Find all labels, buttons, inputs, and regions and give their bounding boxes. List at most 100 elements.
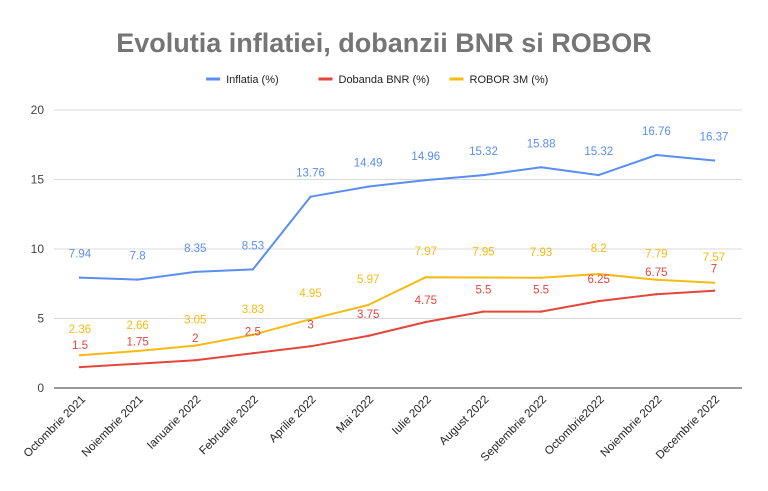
- data-label: 7.8: [130, 251, 146, 263]
- y-tick-label: 10: [31, 242, 45, 256]
- data-label: 7.79: [645, 249, 667, 261]
- data-label: 2.66: [126, 320, 148, 332]
- data-label: 6.75: [645, 267, 667, 279]
- y-tick-label: 15: [31, 173, 45, 187]
- data-label: 3.05: [184, 315, 206, 327]
- data-point: [136, 349, 139, 353]
- data-label: 16.37: [700, 131, 729, 143]
- data-point: [194, 344, 197, 347]
- x-tick-label: Februarie 2022: [197, 394, 261, 458]
- data-point: [482, 276, 485, 279]
- data-label: 15.32: [469, 146, 498, 158]
- data-label: 7: [711, 264, 717, 276]
- data-label: 3.83: [242, 304, 264, 316]
- x-tick-label: Aprilie 2022: [267, 394, 318, 445]
- data-label: 14.49: [354, 158, 383, 170]
- legend-label: Dobanda BNR (%): [339, 74, 430, 86]
- data-point: [597, 299, 600, 303]
- data-point: [712, 281, 716, 284]
- chart-title: Evolutia inflatiei, dobanzii BNR si ROBO…: [116, 28, 652, 58]
- data-point: [251, 352, 255, 355]
- data-point: [597, 272, 600, 276]
- data-point: [366, 334, 370, 338]
- series-line: [79, 289, 715, 369]
- data-point: [482, 310, 485, 313]
- data-label: 2: [192, 333, 198, 345]
- data-label: 7.97: [415, 246, 437, 258]
- legend: Inflatia (%) Dobanda BNR (%) ROBOR 3M (%): [206, 74, 548, 86]
- data-label: 1.5: [72, 340, 88, 352]
- x-tick-label: Iulie 2022: [390, 394, 434, 438]
- data-point: [539, 276, 543, 279]
- data-label: 8.35: [184, 243, 206, 255]
- data-label: 1.75: [126, 337, 148, 349]
- data-point: [78, 365, 82, 369]
- data-point: [655, 278, 658, 281]
- data-label: 16.76: [642, 126, 671, 138]
- data-point: [712, 159, 716, 162]
- x-tick-label: Mai 2022: [334, 394, 376, 436]
- data-point: [424, 320, 428, 324]
- data-label: 7.95: [472, 246, 494, 258]
- data-label: 3.75: [357, 309, 379, 321]
- data-point: [309, 317, 312, 321]
- x-tick-label: Octombrie2022: [543, 394, 607, 458]
- data-label: 8.53: [242, 240, 264, 252]
- data-label: 7.93: [530, 247, 552, 259]
- series-lines: [78, 153, 716, 369]
- data-label: 6.25: [588, 274, 610, 286]
- data-label: 8.2: [591, 243, 607, 255]
- x-tick-label: Octombrie 2021: [22, 394, 88, 460]
- data-point: [482, 173, 485, 177]
- data-point: [539, 310, 543, 313]
- data-point: [136, 278, 139, 281]
- y-axis: 0 5 10 15 20: [31, 103, 45, 395]
- data-point: [539, 166, 543, 169]
- data-point: [597, 173, 600, 177]
- data-point: [309, 345, 312, 348]
- data-point: [655, 153, 658, 157]
- y-tick-label: 0: [37, 381, 44, 395]
- y-tick-label: 20: [31, 103, 45, 117]
- data-point: [78, 276, 82, 279]
- series-line: [79, 273, 715, 357]
- data-label: 5.5: [533, 285, 549, 297]
- data-label: 13.76: [296, 168, 325, 180]
- data-label: 15.32: [584, 146, 613, 158]
- data-point: [655, 292, 658, 296]
- data-point: [194, 270, 197, 274]
- series-line: [79, 154, 715, 281]
- data-point: [309, 195, 312, 198]
- data-label: 2.5: [245, 326, 261, 338]
- legend-label: ROBOR 3M (%): [470, 74, 549, 86]
- data-point: [78, 353, 82, 357]
- x-tick-label: Decembrie 2022: [654, 394, 722, 462]
- data-point: [136, 362, 139, 365]
- data-label: 7.94: [69, 249, 92, 261]
- data-point: [366, 303, 370, 307]
- data-point: [712, 289, 716, 292]
- data-label: 4.75: [415, 295, 437, 307]
- data-label: 14.96: [411, 151, 440, 163]
- grid: [54, 109, 742, 389]
- data-point: [251, 268, 255, 271]
- y-tick-label: 5: [37, 312, 44, 326]
- data-label: 2.36: [69, 324, 91, 336]
- x-tick-label: Noiembrie 2021: [80, 394, 146, 460]
- data-label: 5.97: [357, 274, 379, 286]
- data-point: [424, 276, 428, 279]
- x-tick-label: Noiembrie 2022: [599, 394, 665, 460]
- data-label: 7.57: [703, 252, 725, 264]
- data-point: [366, 185, 370, 188]
- data-point: [424, 178, 428, 182]
- legend-label: Inflatia (%): [226, 74, 279, 86]
- x-tick-label: Ianuarie 2022: [145, 394, 203, 452]
- x-tick-label: August 2022: [437, 394, 491, 448]
- data-label: 4.95: [299, 288, 321, 300]
- data-label: 15.88: [527, 138, 556, 150]
- data-label: 3: [307, 319, 313, 331]
- data-point: [251, 333, 255, 336]
- data-label: 5.5: [475, 285, 491, 297]
